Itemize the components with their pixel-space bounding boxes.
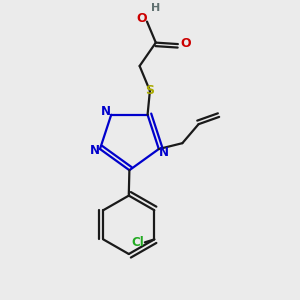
Text: O: O [180,37,190,50]
Text: Cl: Cl [132,236,145,249]
Text: H: H [151,4,160,14]
Text: O: O [136,12,147,25]
Text: N: N [159,146,169,159]
Text: S: S [146,84,154,97]
Text: N: N [101,105,111,118]
Text: N: N [90,144,100,157]
